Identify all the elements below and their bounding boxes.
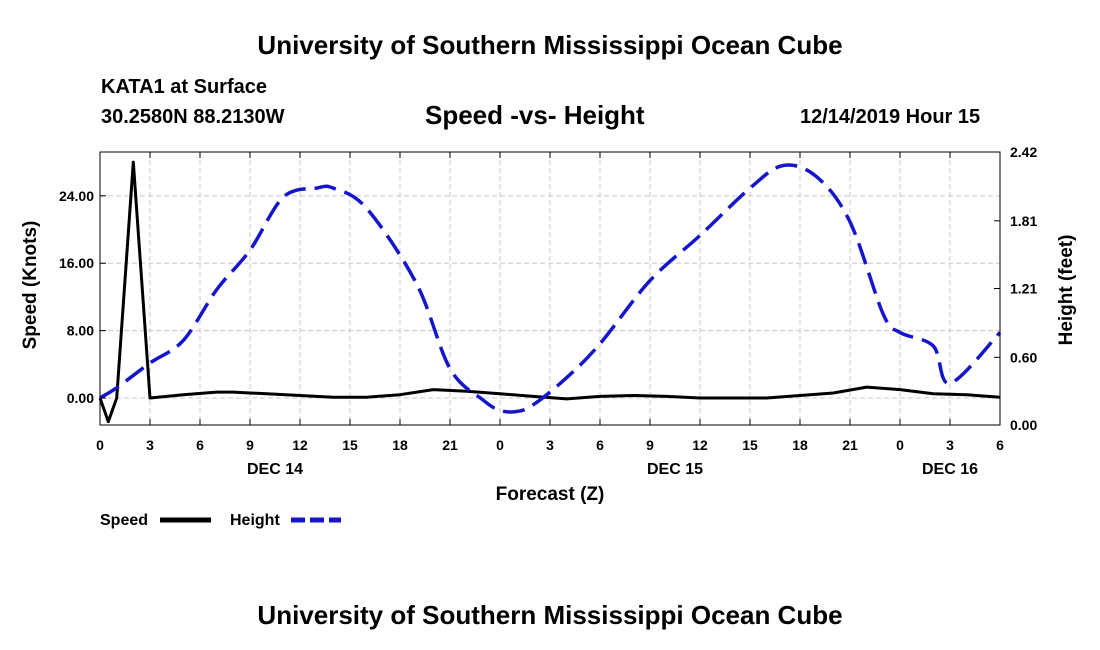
y-tick-label: 24.00 <box>59 188 94 204</box>
grid-lines <box>100 152 1000 425</box>
y-tick-label: 16.00 <box>59 255 94 271</box>
x-tick-label: 6 <box>996 437 1004 453</box>
y-axis-label: Speed (Knots) <box>20 221 41 350</box>
station-name: KATA1 at Surface <box>101 76 267 98</box>
footer-title: University of Southern Mississippi Ocean… <box>257 600 843 630</box>
x-date-label: DEC 15 <box>647 461 703 478</box>
y2-tick-label: 0.60 <box>1010 349 1037 365</box>
y2-tick-label: 1.81 <box>1010 213 1037 229</box>
series-line-speed <box>98 160 1001 424</box>
forecast-datetime: 12/14/2019 Hour 15 <box>800 106 981 128</box>
y2-tick-label: 1.21 <box>1010 281 1037 297</box>
x-tick-label: 12 <box>692 437 708 453</box>
x-tick-label: 3 <box>946 437 954 453</box>
legend-label-speed: Speed <box>100 512 148 529</box>
series-line-height <box>99 163 1002 414</box>
x-tick-label: 12 <box>292 437 308 453</box>
series-lines <box>98 160 1002 424</box>
x-tick-label: 9 <box>646 437 654 453</box>
legend: Speed Height <box>100 512 341 529</box>
x-tick-label: 15 <box>742 437 758 453</box>
x-tick-label: 21 <box>842 437 858 453</box>
y-tick-label: 0.00 <box>67 390 94 406</box>
plot-title: Speed -vs- Height <box>425 100 645 130</box>
y2-tick-label: 2.42 <box>1010 144 1037 160</box>
x-date-label: DEC 16 <box>922 461 978 478</box>
y2-tick-label: 0.00 <box>1010 417 1037 433</box>
x-tick-label: 9 <box>246 437 254 453</box>
x-tick-label: 15 <box>342 437 358 453</box>
x-tick-label: 18 <box>392 437 408 453</box>
x-tick-label: 0 <box>896 437 904 453</box>
x-tick-label: 3 <box>146 437 154 453</box>
y2-axis-label: Height (feet) <box>1056 235 1077 346</box>
station-coordinates: 30.2580N 88.2130W <box>101 106 285 128</box>
x-tick-label: 3 <box>546 437 554 453</box>
x-tick-label: 0 <box>496 437 504 453</box>
x-tick-label: 6 <box>196 437 204 453</box>
x-tick-label: 6 <box>596 437 604 453</box>
axes: 0 3 6 9 12 15 18 21 0 3 6 9 12 15 18 21 0 3 6 DEC 14 DEC 15 D… <box>59 144 1038 478</box>
page-title: University of Southern Mississippi Ocean… <box>257 30 843 60</box>
x-tick-label: 21 <box>442 437 458 453</box>
x-date-label: DEC 14 <box>247 461 303 478</box>
x-tick-label: 0 <box>96 437 104 453</box>
y-tick-label: 8.00 <box>67 323 94 339</box>
legend-label-height: Height <box>230 512 280 529</box>
x-axis-label: Forecast (Z) <box>496 484 605 505</box>
x-tick-label: 18 <box>792 437 808 453</box>
